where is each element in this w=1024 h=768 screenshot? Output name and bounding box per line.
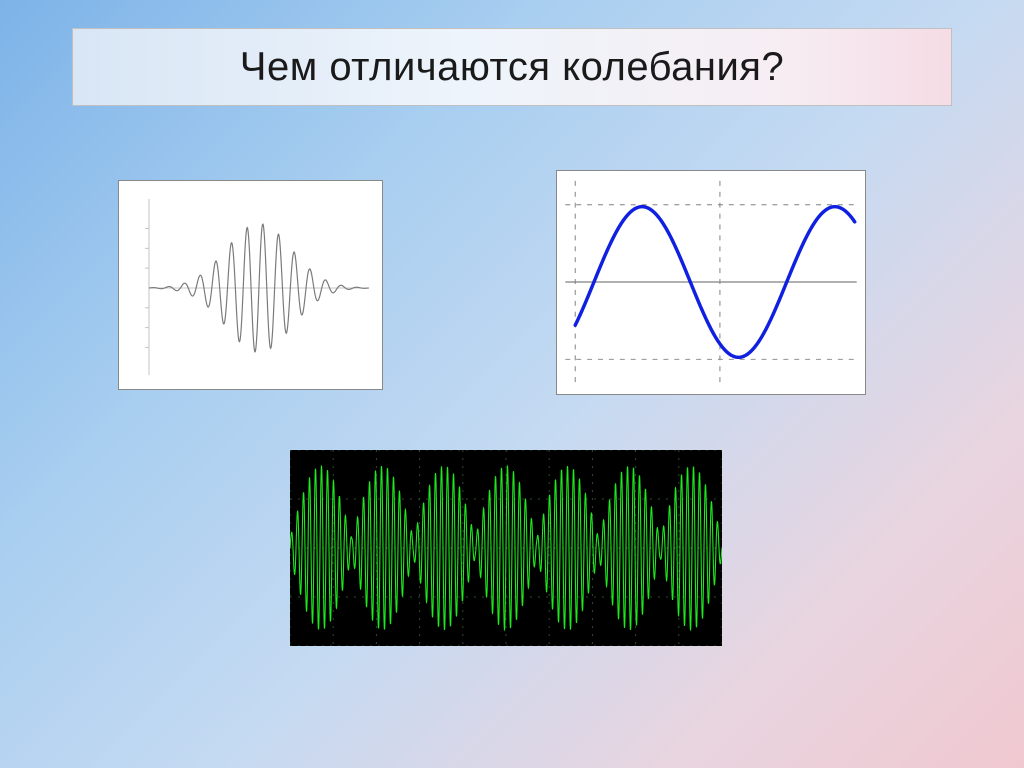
wavepacket-chart (119, 181, 382, 389)
title-bar: Чем отличаются колебания? (72, 28, 952, 106)
oscilloscope-panel (290, 450, 722, 646)
wavepacket-panel (118, 180, 383, 390)
sine-chart (557, 171, 865, 394)
slide-title: Чем отличаются колебания? (240, 45, 784, 90)
oscilloscope-chart (290, 450, 722, 646)
sine-panel (556, 170, 866, 395)
